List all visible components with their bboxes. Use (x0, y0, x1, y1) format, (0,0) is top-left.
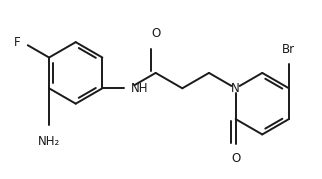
Text: O: O (231, 152, 240, 165)
Text: NH: NH (131, 82, 148, 95)
Text: F: F (14, 36, 21, 49)
Text: N: N (231, 82, 240, 95)
Text: O: O (151, 27, 160, 40)
Text: Br: Br (282, 43, 296, 56)
Text: NH₂: NH₂ (38, 135, 60, 148)
